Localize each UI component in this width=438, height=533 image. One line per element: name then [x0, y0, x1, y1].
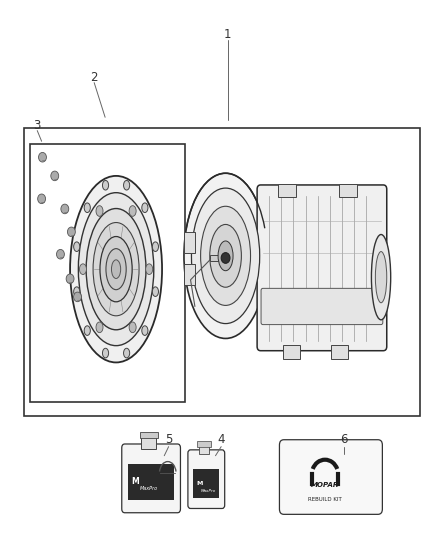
Text: 4: 4: [217, 433, 225, 446]
Ellipse shape: [84, 326, 90, 335]
FancyBboxPatch shape: [188, 450, 225, 508]
Ellipse shape: [102, 348, 109, 358]
Ellipse shape: [66, 274, 74, 284]
FancyBboxPatch shape: [261, 288, 383, 325]
Ellipse shape: [100, 237, 132, 302]
Bar: [30, 144, 185, 402]
FancyBboxPatch shape: [122, 444, 180, 513]
Ellipse shape: [96, 206, 103, 216]
FancyBboxPatch shape: [279, 440, 382, 514]
Ellipse shape: [142, 326, 148, 335]
Bar: [184, 264, 195, 285]
Ellipse shape: [102, 181, 109, 190]
Bar: [128, 464, 174, 500]
Ellipse shape: [221, 253, 230, 263]
Text: 2: 2: [90, 71, 98, 84]
Ellipse shape: [129, 322, 136, 333]
Ellipse shape: [39, 152, 46, 162]
Bar: [278, 184, 296, 197]
Bar: [24, 128, 420, 416]
Ellipse shape: [51, 171, 59, 181]
Ellipse shape: [371, 235, 391, 320]
Ellipse shape: [61, 204, 69, 214]
Ellipse shape: [86, 208, 146, 330]
Bar: [199, 446, 209, 454]
Ellipse shape: [74, 242, 80, 252]
Ellipse shape: [70, 176, 162, 362]
Ellipse shape: [78, 193, 154, 346]
Text: 3: 3: [34, 119, 41, 132]
Text: REBUILD KIT: REBUILD KIT: [308, 497, 342, 502]
Bar: [210, 255, 228, 261]
Ellipse shape: [79, 264, 86, 274]
Bar: [331, 345, 348, 359]
Ellipse shape: [74, 292, 81, 302]
Text: 6: 6: [340, 433, 348, 446]
Ellipse shape: [96, 322, 103, 333]
Ellipse shape: [191, 188, 260, 324]
Ellipse shape: [129, 206, 136, 216]
Ellipse shape: [93, 223, 139, 316]
Ellipse shape: [74, 287, 80, 296]
Ellipse shape: [142, 203, 148, 213]
Text: M: M: [197, 481, 203, 486]
Ellipse shape: [152, 242, 159, 252]
Text: M: M: [131, 477, 139, 486]
Ellipse shape: [111, 260, 121, 278]
FancyBboxPatch shape: [257, 185, 387, 351]
Ellipse shape: [210, 224, 241, 287]
Bar: [140, 432, 158, 438]
Ellipse shape: [201, 206, 251, 305]
Ellipse shape: [67, 227, 75, 237]
Ellipse shape: [106, 248, 126, 290]
Ellipse shape: [84, 203, 90, 213]
Ellipse shape: [38, 194, 46, 204]
Text: MOPAR: MOPAR: [311, 482, 339, 488]
Bar: [193, 469, 219, 498]
Bar: [141, 437, 156, 449]
Text: MaxPro: MaxPro: [201, 489, 215, 493]
Ellipse shape: [57, 249, 64, 259]
Bar: [197, 441, 211, 447]
Ellipse shape: [146, 264, 153, 274]
Ellipse shape: [124, 348, 130, 358]
Text: MaxPro: MaxPro: [140, 486, 158, 491]
Bar: [184, 232, 195, 253]
Ellipse shape: [375, 252, 387, 303]
Ellipse shape: [184, 173, 267, 338]
Text: 5: 5: [165, 433, 172, 446]
Ellipse shape: [124, 181, 130, 190]
Ellipse shape: [218, 241, 233, 271]
Text: 1: 1: [224, 28, 232, 41]
Bar: [339, 184, 357, 197]
Ellipse shape: [152, 287, 159, 296]
Bar: [283, 345, 300, 359]
